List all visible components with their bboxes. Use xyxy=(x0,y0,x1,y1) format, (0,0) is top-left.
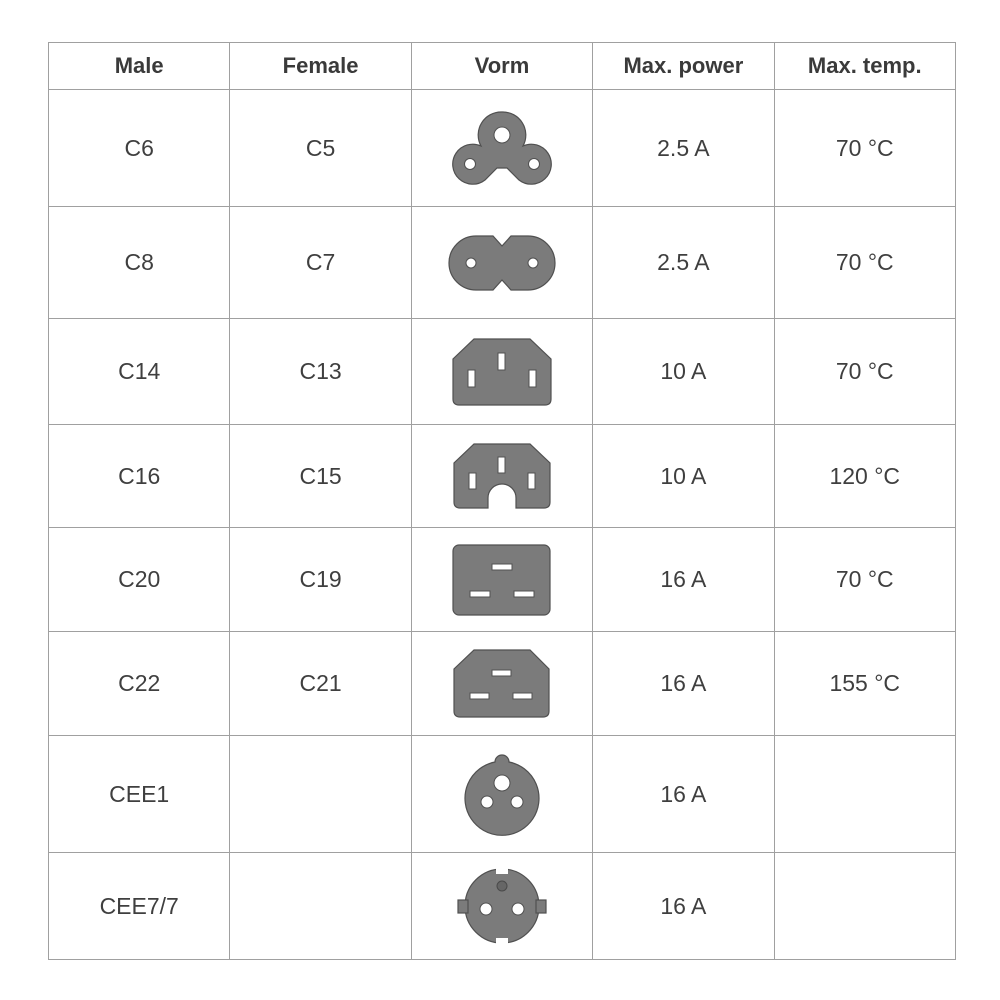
table-row: CEE7/7 16 A xyxy=(47,852,956,960)
male-cell: C16 xyxy=(47,424,231,528)
table-row: CEE1 16 A xyxy=(47,735,956,853)
power-cell: 2.5 A xyxy=(592,206,775,319)
temp-cell: 70 °C xyxy=(773,89,956,207)
connector-table: Male Female Vorm Max. power Max. temp. C… xyxy=(47,42,956,960)
female-cell xyxy=(229,735,412,853)
header-shape: Vorm xyxy=(410,42,594,90)
header-male: Male xyxy=(47,42,231,90)
shape-cell xyxy=(410,318,594,425)
c7-figure-eight-connector-icon xyxy=(448,234,556,291)
temp-cell xyxy=(773,852,956,960)
shape-cell xyxy=(410,89,594,207)
female-cell: C21 xyxy=(229,631,412,736)
header-row: Male Female Vorm Max. power Max. temp. xyxy=(47,42,956,90)
male-cell: CEE7/7 xyxy=(47,852,231,960)
shape-cell xyxy=(410,527,594,632)
table-row: C6 C5 2.5 A 70 °C xyxy=(47,89,956,207)
power-cell: 16 A xyxy=(592,527,775,632)
power-cell: 10 A xyxy=(592,318,775,425)
female-cell: C15 xyxy=(229,424,412,528)
power-cell: 16 A xyxy=(592,631,775,736)
table-row: C14 C13 10 A 70 °C xyxy=(47,318,956,425)
temp-cell: 70 °C xyxy=(773,318,956,425)
male-cell: C8 xyxy=(47,206,231,319)
table-row: C8 C7 2.5 A 70 °C xyxy=(47,206,956,319)
c15-connector-icon xyxy=(453,443,551,509)
female-cell: C19 xyxy=(229,527,412,632)
male-cell: C22 xyxy=(47,631,231,736)
shape-cell xyxy=(410,631,594,736)
temp-cell: 70 °C xyxy=(773,527,956,632)
table-row: C16 C15 10 A 120 °C xyxy=(47,424,956,528)
c13-connector-icon xyxy=(452,337,552,406)
female-cell: C13 xyxy=(229,318,412,425)
power-cell: 16 A xyxy=(592,735,775,853)
shape-cell xyxy=(410,735,594,853)
shape-cell xyxy=(410,424,594,528)
temp-cell xyxy=(773,735,956,853)
header-female: Female xyxy=(229,42,412,90)
temp-cell: 120 °C xyxy=(773,424,956,528)
female-cell: C5 xyxy=(229,89,412,207)
power-cell: 2.5 A xyxy=(592,89,775,207)
shape-cell xyxy=(410,206,594,319)
table-row: C22 C21 16 A 155 °C xyxy=(47,631,956,736)
male-cell: C20 xyxy=(47,527,231,632)
cee1-connector-icon xyxy=(464,754,540,836)
c5-cloverleaf-connector-icon xyxy=(452,111,552,185)
male-cell: C14 xyxy=(47,318,231,425)
header-max-temp: Max. temp. xyxy=(773,42,956,90)
cee7-7-schuko-connector-icon xyxy=(457,867,547,946)
female-cell: C7 xyxy=(229,206,412,319)
male-cell: CEE1 xyxy=(47,735,231,853)
female-cell xyxy=(229,852,412,960)
c19-connector-icon xyxy=(452,543,551,616)
header-max-power: Max. power xyxy=(592,42,775,90)
power-cell: 10 A xyxy=(592,424,775,528)
table-row: C20 C19 16 A 70 °C xyxy=(47,527,956,632)
power-cell: 16 A xyxy=(592,852,775,960)
male-cell: C6 xyxy=(47,89,231,207)
temp-cell: 155 °C xyxy=(773,631,956,736)
shape-cell xyxy=(410,852,594,960)
c21-connector-icon xyxy=(453,648,550,718)
temp-cell: 70 °C xyxy=(773,206,956,319)
